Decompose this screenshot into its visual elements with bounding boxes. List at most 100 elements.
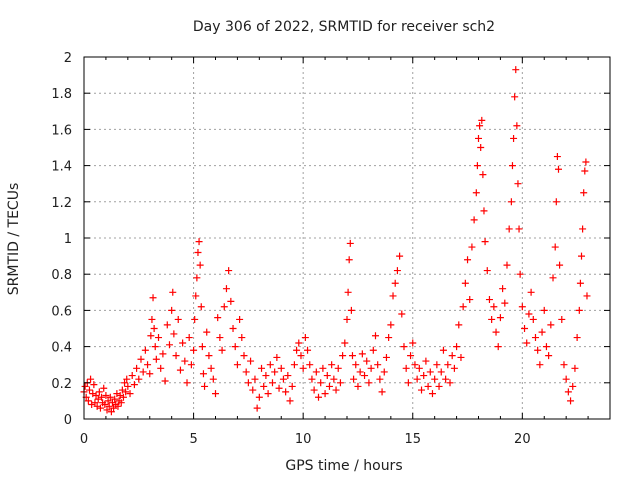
data-point: [554, 165, 562, 173]
data-point: [317, 379, 325, 387]
data-point: [273, 353, 281, 361]
data-point: [258, 364, 266, 372]
data-point: [148, 315, 156, 323]
data-point: [363, 357, 371, 365]
data-point: [107, 408, 115, 416]
data-point: [114, 402, 122, 410]
data-point: [567, 397, 575, 405]
data-point: [198, 343, 206, 351]
data-point: [147, 332, 155, 340]
data-point: [347, 306, 355, 314]
data-point: [400, 343, 408, 351]
data-point: [216, 334, 224, 342]
data-point: [343, 315, 351, 323]
data-point: [510, 134, 518, 142]
data-point: [146, 370, 154, 378]
data-point: [260, 382, 268, 390]
data-point: [220, 303, 228, 311]
data-point: [459, 303, 467, 311]
data-point: [380, 368, 388, 376]
data-point: [157, 364, 165, 372]
data-point: [466, 296, 474, 304]
y-tick-label: 1.2: [51, 196, 72, 211]
data-point: [341, 339, 349, 347]
data-point: [144, 361, 152, 369]
data-point: [266, 361, 274, 369]
data-point: [319, 364, 327, 372]
y-tick-label: 2: [64, 51, 72, 66]
data-point: [508, 162, 516, 170]
data-point: [214, 314, 222, 322]
data-point: [356, 368, 364, 376]
data-points: [80, 66, 591, 416]
data-point: [339, 352, 347, 360]
data-point: [282, 388, 290, 396]
data-point: [385, 334, 393, 342]
data-point: [190, 346, 198, 354]
data-point: [288, 382, 296, 390]
data-point: [422, 357, 430, 365]
data-point: [499, 285, 507, 293]
data-point: [170, 330, 178, 338]
data-point: [121, 379, 129, 387]
data-point: [110, 404, 118, 412]
data-point: [540, 306, 548, 314]
data-point: [435, 382, 443, 390]
data-point: [578, 252, 586, 260]
data-point: [334, 364, 342, 372]
data-point: [218, 346, 226, 354]
y-tick-label: 1.8: [51, 87, 72, 102]
data-point: [203, 328, 211, 336]
data-point: [209, 375, 217, 383]
data-point: [409, 339, 417, 347]
x-tick-label: 10: [295, 432, 312, 447]
data-point: [301, 334, 309, 342]
data-point: [344, 288, 352, 296]
data-point: [444, 361, 452, 369]
data-point: [352, 361, 360, 369]
data-point: [84, 397, 92, 405]
data-point: [371, 332, 379, 340]
data-point: [105, 402, 113, 410]
data-point: [151, 343, 159, 351]
data-point: [98, 393, 106, 401]
data-point: [312, 368, 320, 376]
data-point: [473, 162, 481, 170]
data-point: [477, 144, 485, 151]
data-point: [130, 381, 138, 389]
data-point: [295, 339, 303, 347]
data-point: [181, 357, 189, 365]
data-point: [247, 357, 255, 365]
data-point: [304, 346, 312, 354]
data-point: [264, 390, 272, 398]
data-point: [579, 225, 587, 233]
data-point: [542, 343, 550, 351]
data-point: [580, 189, 588, 197]
data-point: [346, 239, 354, 247]
data-point: [155, 334, 163, 342]
data-point: [480, 207, 488, 215]
data-point: [478, 116, 486, 124]
data-point: [468, 243, 476, 251]
data-point: [464, 256, 472, 264]
data-point: [516, 270, 524, 278]
data-point: [369, 346, 377, 354]
data-point: [418, 386, 426, 394]
data-point: [527, 288, 535, 296]
data-point: [290, 361, 298, 369]
data-point: [488, 315, 496, 323]
data-point: [569, 382, 577, 390]
y-tick-label: 0.4: [51, 341, 72, 356]
data-point: [382, 353, 390, 361]
data-point: [461, 279, 469, 287]
data-point: [176, 366, 184, 374]
data-point: [536, 361, 544, 369]
x-tick-label: 5: [189, 432, 197, 447]
data-point: [581, 167, 589, 175]
data-point: [212, 390, 219, 398]
data-point: [562, 375, 570, 383]
data-point: [161, 377, 169, 385]
data-point: [275, 384, 283, 392]
data-point: [192, 292, 200, 300]
data-point: [135, 375, 143, 383]
